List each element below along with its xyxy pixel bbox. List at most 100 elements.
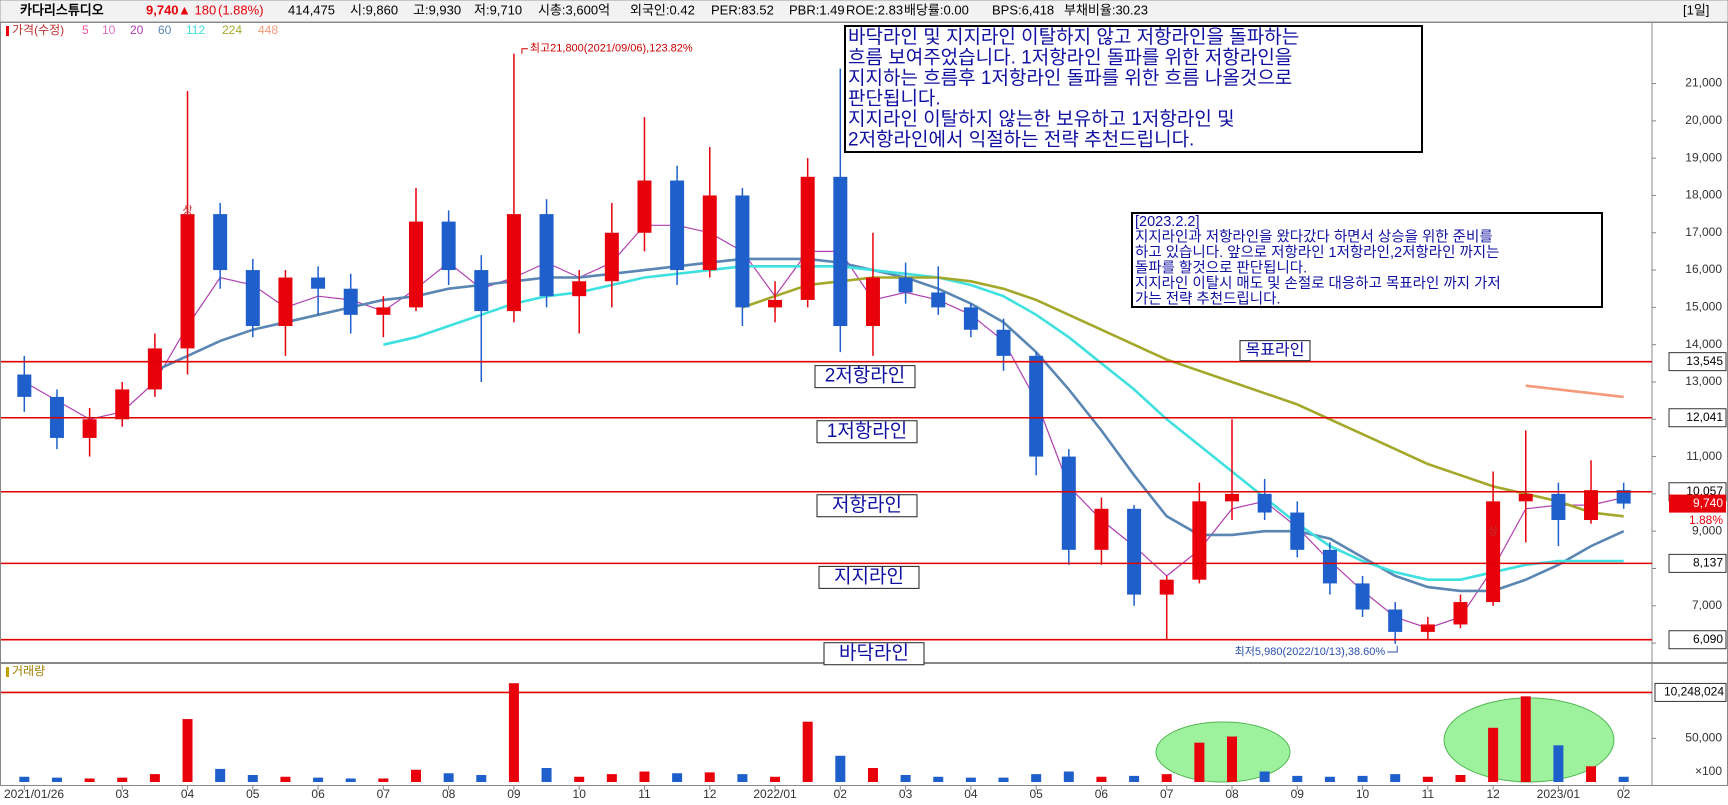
legend-label: 112 <box>186 23 205 37</box>
candle-body <box>1192 501 1207 580</box>
candle-body <box>1616 490 1631 504</box>
volume-bar <box>802 721 813 782</box>
candle-body <box>768 299 783 308</box>
x-tick-label: 12 <box>703 787 717 801</box>
y-tick-label: 17,000 <box>1685 225 1722 239</box>
volume-bar <box>1586 766 1597 782</box>
last-price-box <box>1669 494 1726 513</box>
moving-average <box>1525 384 1624 399</box>
volume-bar <box>1259 771 1270 782</box>
legend-label: 10 <box>102 23 116 37</box>
stat: PBR:1.49 <box>789 2 845 17</box>
level-name: 1저항라인 <box>827 420 908 442</box>
candle-body <box>311 277 326 289</box>
candle-body <box>800 176 815 300</box>
candle-body <box>17 374 32 397</box>
volume-bar <box>900 775 911 782</box>
x-tick-label: 04 <box>181 787 195 801</box>
volume-bar <box>508 683 519 782</box>
legend-label: 448 <box>258 23 278 37</box>
level-label-box <box>1668 630 1727 650</box>
comment-line: 지지하는 흐름후 1저항라인 돌파를 위한 흐름 나올것으로 <box>848 67 1292 89</box>
candle-body <box>865 277 880 327</box>
legend-label: 20 <box>130 23 144 37</box>
candle-body <box>1257 493 1272 513</box>
legend-label: 5 <box>82 23 89 37</box>
volume-bar <box>1390 774 1401 782</box>
comment-line: 가는 전략 추천드립니다. <box>1135 290 1281 307</box>
note-arrow <box>1387 645 1398 653</box>
volume-bar <box>998 777 1009 782</box>
x-tick-label: 09 <box>1291 787 1305 801</box>
candle-body <box>376 307 391 315</box>
change: ▲ 180 <box>178 2 216 17</box>
note-arrow <box>521 48 528 54</box>
level-label-box <box>1654 682 1727 702</box>
candle-body <box>1420 624 1435 632</box>
x-tick-label: 03 <box>899 787 913 801</box>
y-tick-label: 11,000 <box>1686 449 1722 463</box>
volume-bar <box>411 769 421 782</box>
volume-bar <box>215 768 226 782</box>
moving-average <box>383 265 1624 581</box>
volume-bar <box>1357 775 1368 782</box>
comment-line: 판단됩니다. <box>848 88 941 110</box>
x-tick-label: 08 <box>1225 787 1239 801</box>
volume-bar <box>51 777 62 782</box>
comment-box <box>844 25 1423 153</box>
y-tick-label: 14,000 <box>1685 337 1722 351</box>
volume-legend: 거래량 <box>12 664 45 678</box>
volume-bar <box>933 776 944 782</box>
candle-body <box>343 288 358 315</box>
candle-body <box>1225 493 1239 502</box>
candle-body <box>1388 609 1403 632</box>
x-tick-label: 03 <box>116 787 130 801</box>
candle-body <box>1094 508 1109 550</box>
stat: 시총:3,600억 <box>538 2 610 17</box>
volume-bar <box>1324 776 1335 782</box>
candle-body <box>996 329 1011 356</box>
stat: 고:9,930 <box>413 2 461 17</box>
volume-bar <box>1227 736 1237 782</box>
x-tick-label: 06 <box>1095 787 1109 801</box>
volume-bar <box>313 777 324 782</box>
comment-line: 하고 있습니다. 앞으로 저항라인 1저항라인,2저항라인 까지는 <box>1135 244 1500 261</box>
candle-body <box>702 195 717 271</box>
legend-swatch <box>6 26 9 36</box>
level-label: 12,041 <box>1686 410 1723 424</box>
level-name-box <box>816 494 918 518</box>
x-tick-label: 02 <box>834 787 848 801</box>
volume-bar <box>704 772 715 782</box>
comment-line: 흐름 보여주었습니다. 1저항라인 돌파를 위한 저항라인을 <box>848 47 1292 69</box>
candle-body <box>441 221 456 271</box>
volume-bar <box>770 776 781 782</box>
x-tick-label: 12 <box>1486 787 1500 801</box>
candle-body <box>245 270 260 327</box>
volume-bar <box>639 771 650 782</box>
volume-bar <box>1422 776 1433 782</box>
volume-bar <box>1520 696 1531 782</box>
volume-bar <box>476 775 487 782</box>
y-tick-label: 19,000 <box>1685 150 1722 164</box>
candle-body <box>670 180 685 271</box>
comment-box <box>1131 212 1603 308</box>
level-name: 저항라인 <box>832 494 902 516</box>
candle-body <box>1453 602 1468 625</box>
level-name-box <box>816 420 918 444</box>
candle-body <box>539 214 554 297</box>
volume-bar <box>965 777 976 782</box>
volume-bar <box>247 775 258 782</box>
volume-bar <box>1063 771 1074 782</box>
signal-label: 상 <box>182 204 192 217</box>
x-tick-label: 02 <box>1617 787 1631 801</box>
volume-bar <box>606 774 617 782</box>
volume-bar <box>835 755 846 782</box>
candle-body <box>963 307 978 330</box>
candle-body <box>833 176 848 327</box>
level-name-box <box>814 365 916 389</box>
stat: BPS:6,418 <box>992 2 1054 17</box>
candle-body <box>898 277 913 293</box>
volume-bar <box>1031 774 1042 782</box>
x-tick-label: 08 <box>442 787 456 801</box>
